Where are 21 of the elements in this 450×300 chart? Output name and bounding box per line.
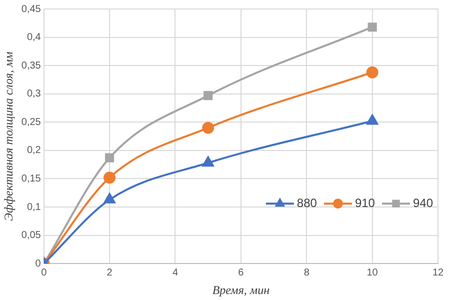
x-tick-label: 8 [304,267,310,278]
y-tick-label: 0,4 [26,32,42,44]
y-tick-label: 0,45 [21,4,42,15]
x-tick-label: 6 [238,267,244,278]
y-tick-label: 0,05 [21,230,42,242]
y-tick-label: 0 [35,258,42,270]
y-axis-title: Эффективная толщина слоя, мм [1,51,16,221]
y-tick-label: 0,3 [26,88,42,100]
y-tick-label: 0,25 [21,116,42,128]
y-tick-label: 0,35 [21,60,42,72]
x-tick-label: 10 [366,267,378,278]
x-axis-title: Время, мин [212,282,270,297]
y-tick-label: 0,15 [21,173,42,184]
x-tick-label: 12 [432,267,444,278]
x-tick-label: 4 [172,267,178,278]
y-tick-label: 0,1 [26,202,42,213]
legend-label: 940 [412,196,434,210]
legend-label: 880 [296,196,318,210]
x-tick-label: 2 [106,267,113,278]
legend-label: 910 [354,196,376,210]
y-tick-label: 0,2 [26,145,42,156]
